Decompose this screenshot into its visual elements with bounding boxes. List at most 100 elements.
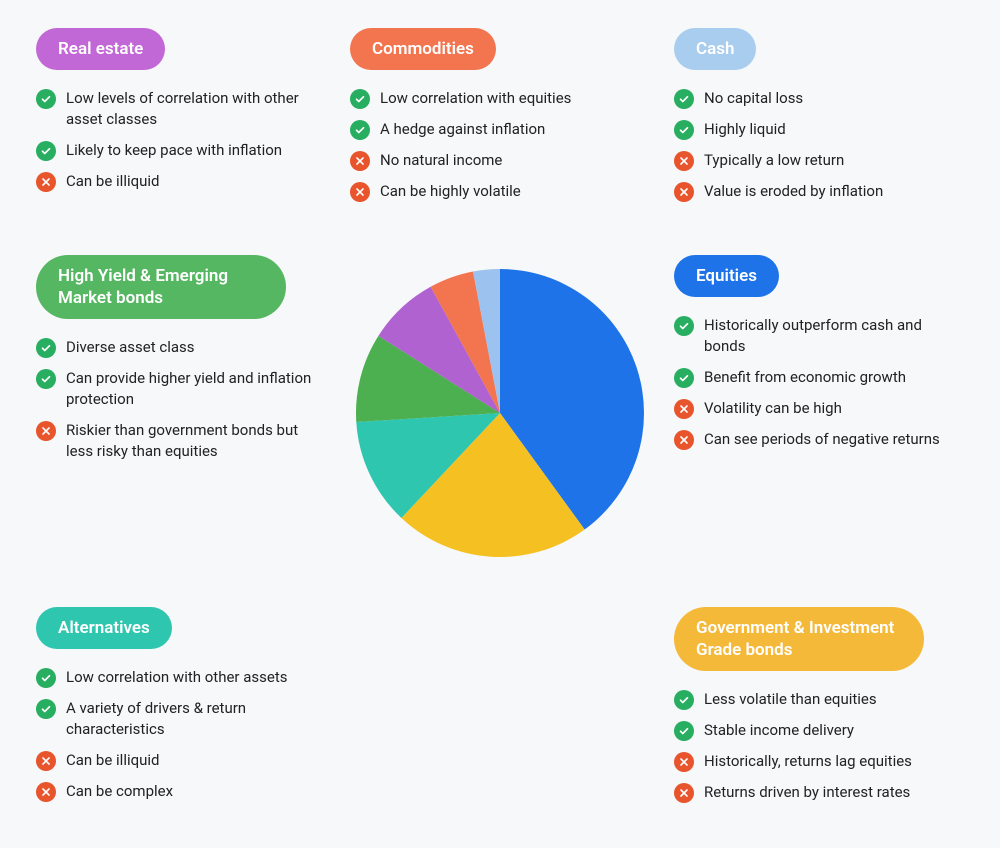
card-point-text: Likely to keep pace with inflation: [66, 140, 282, 161]
asset-class-grid: Real estate Low levels of correlation wit…: [36, 28, 964, 820]
card-point: Can see periods of negative returns: [674, 429, 964, 450]
card-point-text: Can be illiquid: [66, 750, 160, 771]
card-point-text: Low correlation with other assets: [66, 667, 287, 688]
card-point-text: Stable income delivery: [704, 720, 854, 741]
card-point-text: Can be illiquid: [66, 171, 160, 192]
card-point-text: A hedge against inflation: [380, 119, 545, 140]
card-points: Low levels of correlation with other ass…: [36, 88, 326, 192]
check-icon: [674, 690, 694, 710]
pie-chart: [350, 263, 650, 563]
card-hy-em-bonds: High Yield & Emerging Market bonds Divers…: [36, 255, 326, 572]
card-point: No capital loss: [674, 88, 964, 109]
cross-icon: [674, 752, 694, 772]
card-points: Less volatile than equities Stable income…: [674, 689, 964, 803]
check-icon: [36, 699, 56, 719]
card-title-pill: Government & Investment Grade bonds: [674, 607, 924, 671]
card-point: A hedge against inflation: [350, 119, 650, 140]
card-point: A variety of drivers & return characteri…: [36, 698, 326, 740]
card-point-text: Diverse asset class: [66, 337, 194, 358]
card-point-text: Low correlation with equities: [380, 88, 571, 109]
card-alternatives: Alternatives Low correlation with other a…: [36, 607, 326, 820]
card-point: Low correlation with equities: [350, 88, 650, 109]
card-title-pill: Equities: [674, 255, 779, 297]
card-point-text: Low levels of correlation with other ass…: [66, 88, 326, 130]
card-point-text: Value is eroded by inflation: [704, 181, 883, 202]
card-point: Value is eroded by inflation: [674, 181, 964, 202]
card-point: Can be illiquid: [36, 171, 326, 192]
card-point-text: Benefit from economic growth: [704, 367, 906, 388]
card-point: No natural income: [350, 150, 650, 171]
card-point-text: Riskier than government bonds but less r…: [66, 420, 326, 462]
cross-icon: [350, 151, 370, 171]
check-icon: [36, 89, 56, 109]
card-point: Riskier than government bonds but less r…: [36, 420, 326, 462]
card-point: Benefit from economic growth: [674, 367, 964, 388]
card-point: Low correlation with other assets: [36, 667, 326, 688]
cross-icon: [36, 421, 56, 441]
card-point: Historically, returns lag equities: [674, 751, 964, 772]
card-points: Diverse asset class Can provide higher yi…: [36, 337, 326, 462]
card-cash: Cash No capital loss Highly liquid Typicall…: [674, 28, 964, 219]
cross-icon: [350, 182, 370, 202]
cross-icon: [674, 430, 694, 450]
card-commodities: Commodities Low correlation with equities…: [350, 28, 650, 219]
card-point: Can provide higher yield and inflation p…: [36, 368, 326, 410]
card-title-pill: Real estate: [36, 28, 165, 70]
card-point: Can be highly volatile: [350, 181, 650, 202]
card-point-text: Historically, returns lag equities: [704, 751, 912, 772]
check-icon: [674, 368, 694, 388]
card-point: Diverse asset class: [36, 337, 326, 358]
card-point-text: Returns driven by interest rates: [704, 782, 910, 803]
cross-icon: [674, 151, 694, 171]
empty-cell: [350, 607, 650, 820]
check-icon: [36, 338, 56, 358]
card-point-text: Less volatile than equities: [704, 689, 877, 710]
check-icon: [674, 89, 694, 109]
check-icon: [36, 668, 56, 688]
card-points: No capital loss Highly liquid Typically a …: [674, 88, 964, 202]
card-gov-ig-bonds: Government & Investment Grade bonds Less …: [674, 607, 964, 820]
card-points: Low correlation with equities A hedge aga…: [350, 88, 650, 202]
card-point: Stable income delivery: [674, 720, 964, 741]
card-points: Low correlation with other assets A varie…: [36, 667, 326, 802]
card-point-text: Can see periods of negative returns: [704, 429, 940, 450]
card-point: Volatility can be high: [674, 398, 964, 419]
card-point: Highly liquid: [674, 119, 964, 140]
card-point: Historically outperform cash and bonds: [674, 315, 964, 357]
cross-icon: [674, 182, 694, 202]
card-point-text: A variety of drivers & return characteri…: [66, 698, 326, 740]
card-real-estate: Real estate Low levels of correlation wit…: [36, 28, 326, 219]
card-point-text: Typically a low return: [704, 150, 844, 171]
card-point: Returns driven by interest rates: [674, 782, 964, 803]
cross-icon: [674, 783, 694, 803]
card-title-pill: Cash: [674, 28, 756, 70]
card-point: Can be complex: [36, 781, 326, 802]
card-point: Less volatile than equities: [674, 689, 964, 710]
card-point-text: Can be complex: [66, 781, 173, 802]
cross-icon: [674, 399, 694, 419]
card-point-text: Can be highly volatile: [380, 181, 521, 202]
cross-icon: [36, 172, 56, 192]
cross-icon: [36, 751, 56, 771]
card-point: Can be illiquid: [36, 750, 326, 771]
card-point: Typically a low return: [674, 150, 964, 171]
card-point-text: Can provide higher yield and inflation p…: [66, 368, 326, 410]
card-point-text: Historically outperform cash and bonds: [704, 315, 964, 357]
card-point-text: No capital loss: [704, 88, 803, 109]
cross-icon: [36, 782, 56, 802]
card-title-pill: Alternatives: [36, 607, 172, 649]
card-point-text: Volatility can be high: [704, 398, 842, 419]
card-point-text: No natural income: [380, 150, 502, 171]
card-title-pill: Commodities: [350, 28, 496, 70]
allocation-pie: [350, 255, 650, 572]
check-icon: [674, 120, 694, 140]
card-equities: Equities Historically outperform cash and…: [674, 255, 964, 572]
card-point: Likely to keep pace with inflation: [36, 140, 326, 161]
card-points: Historically outperform cash and bonds Be…: [674, 315, 964, 450]
check-icon: [674, 721, 694, 741]
card-title-pill: High Yield & Emerging Market bonds: [36, 255, 286, 319]
check-icon: [36, 369, 56, 389]
card-point-text: Highly liquid: [704, 119, 786, 140]
check-icon: [674, 316, 694, 336]
check-icon: [350, 89, 370, 109]
